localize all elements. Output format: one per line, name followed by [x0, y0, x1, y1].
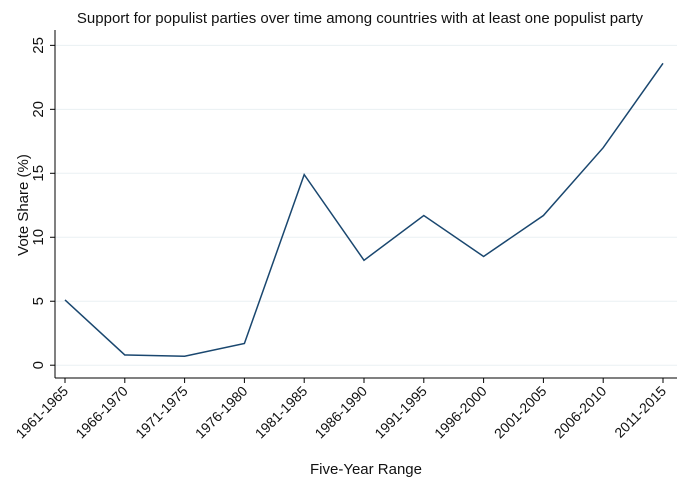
- y-tick-label: 15: [30, 165, 47, 182]
- y-tick-label: 10: [30, 229, 47, 246]
- y-tick-label: 5: [30, 297, 47, 305]
- y-tick-label: 25: [30, 37, 47, 54]
- y-axis-label: Vote Share (%): [15, 154, 32, 256]
- data-line: [64, 62, 664, 358]
- chart-title: Support for populist parties over time a…: [77, 10, 644, 27]
- y-tick-label: 20: [30, 101, 47, 118]
- y-tick-label: 0: [30, 361, 47, 369]
- x-axis-label: Five-Year Range: [310, 461, 422, 478]
